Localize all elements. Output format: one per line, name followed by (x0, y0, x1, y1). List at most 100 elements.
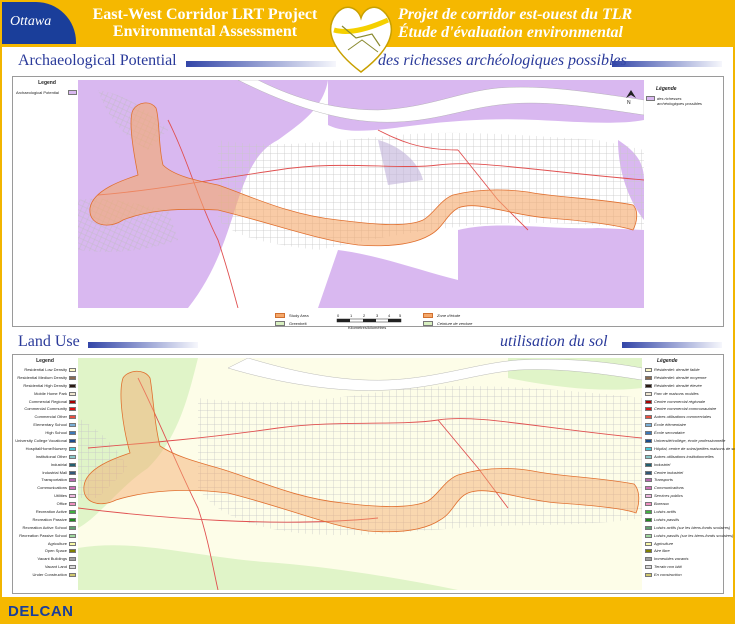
legend-row: Communications (645, 484, 721, 492)
french-title-line-2: Étude d'évaluation environmental (398, 24, 623, 41)
legend-swatch (69, 431, 76, 436)
legend-label: Recreation Passive (32, 516, 67, 522)
legend-row: Recreation Passive School (14, 532, 76, 540)
legend-row: Residential High Density (14, 382, 76, 390)
legend-row: Aire libre (645, 547, 721, 555)
legend-swatch (645, 509, 652, 514)
legend-swatch (69, 375, 76, 380)
legend-swatch (645, 454, 652, 459)
legend-label: Loisirs passifs (sur les biens-fonds sco… (654, 532, 734, 538)
legend-row: Résidentiel: densité faible (645, 366, 721, 374)
legend-label: Services publics (654, 493, 683, 499)
legend-swatch (645, 431, 652, 436)
city-logo: Ottawa (2, 2, 76, 44)
scale-tick: 1 (350, 313, 353, 318)
legend-swatch (645, 573, 652, 578)
legend-label: Loisirs actifs (654, 509, 677, 515)
legend-swatch (645, 446, 652, 451)
legend-title: Legend (36, 358, 54, 364)
legend-row: Immeubles vacants (645, 555, 721, 563)
legend-swatch (645, 423, 652, 428)
legend-swatch (69, 486, 76, 491)
legend-label: Résidentiel: densité faible (654, 367, 700, 372)
legend-row: Autres utilisations commerciales (645, 413, 721, 421)
legend-row: Communications (14, 484, 76, 492)
footer-banner: DELCAN (0, 597, 735, 624)
legend-row: Institutional Other (14, 453, 76, 461)
legend-swatch (69, 565, 76, 570)
north-arrow-icon: N (626, 90, 636, 106)
legend-swatch (69, 525, 76, 530)
legend-label: Office (56, 501, 67, 507)
legend-label: Commercial Community (24, 406, 67, 412)
legend-swatch (645, 367, 652, 372)
ceinture-label: Ceinture de verdure (437, 321, 473, 326)
legend-row: Transportation (14, 476, 76, 484)
legend-label: Hôpital, centre de soins/petites maisons… (654, 445, 735, 451)
legend-swatch (69, 399, 76, 404)
legend-label: University College Vocational (15, 438, 67, 444)
legend-swatch (69, 549, 76, 554)
legend-label: École secondaire (654, 430, 685, 436)
legend-swatch (69, 383, 76, 388)
heading-bar-fr (612, 61, 722, 67)
legend-label: Autres utilisations institutionnelles (654, 453, 714, 459)
legend-label: Commercial Regional (28, 398, 67, 404)
legend-swatch (645, 549, 652, 554)
scale-tick: 4 (388, 313, 391, 318)
legend-row: Centre commercial régionale (645, 398, 721, 406)
landuse-legend-fr: Légende Résidentiel: densité faible Résid… (645, 358, 735, 579)
legend-label: Communications (654, 485, 684, 491)
legend-row: Under Construction (14, 571, 76, 579)
legend-row: Résidentiel: densité moyenne (645, 374, 721, 382)
legend-label: Loisirs actifs (sur les biens-fonds scol… (654, 524, 731, 530)
legend-label: Terrain non bâti (654, 564, 682, 570)
heading-bar (88, 342, 198, 348)
greenbelt-label: Greenbelt (289, 321, 307, 326)
archaeology-map: N (78, 80, 644, 308)
english-title: East-West Corridor LRT Project Environme… (92, 6, 318, 40)
archaeology-heading-fr: des richesses archéologiques possibles (378, 52, 627, 69)
legend-title: Legend (38, 80, 56, 86)
legend-row: Elementary School (14, 421, 76, 429)
legend-label: Aire libre (654, 548, 670, 554)
legend-swatch (645, 438, 652, 443)
legend-swatch (645, 407, 652, 412)
legend-row: Vacant Buildings (14, 555, 76, 563)
river (227, 358, 642, 391)
legend-label: Vacant Buildings (37, 556, 68, 562)
legend-row: Industriel (645, 461, 721, 469)
legend-row: Recreation Active School (14, 524, 76, 532)
legend-swatch (645, 517, 652, 522)
legend-row: Université/collège, école professionnell… (645, 437, 725, 445)
legend-label: Recreation Active (35, 509, 67, 515)
study-area-swatch (275, 313, 285, 318)
greenbelt-swatch (275, 321, 285, 326)
svg-text:N: N (627, 100, 631, 106)
legend-row: Mobile Home Park (14, 390, 76, 398)
legend-swatch (645, 375, 652, 380)
legend-label: Autres utilisations commerciales (654, 414, 712, 420)
legend-title-fr: Légende (657, 358, 678, 364)
legend-label: Université/collège, école professionnell… (654, 438, 726, 444)
legend-swatch (645, 557, 652, 562)
legend-swatch (645, 486, 652, 491)
legend-row: Centre commercial communautaire (645, 405, 721, 413)
legend-row: Hospital/Home/Nursery (14, 445, 76, 453)
legend-title-fr: Légende (656, 86, 677, 92)
legend-row: Industrial Mall (14, 469, 76, 477)
legend-row: Services publics (645, 492, 721, 500)
legend-row: Residential Medium Density (14, 374, 76, 382)
legend-row: Recreation Active (14, 508, 76, 516)
landuse-heading: Land Use (18, 333, 80, 350)
legend-swatch (69, 454, 76, 459)
legend-swatch (645, 462, 652, 467)
legend-swatch (69, 573, 76, 578)
legend-label: Loisirs passifs (654, 516, 680, 522)
legend-swatch (645, 533, 652, 538)
legend-label: Vacant Land (44, 564, 67, 570)
legend-swatch (69, 438, 76, 443)
legend-swatch (69, 541, 76, 546)
legend-label: Elementary School (33, 422, 67, 428)
legend-row: École secondaire (645, 429, 721, 437)
